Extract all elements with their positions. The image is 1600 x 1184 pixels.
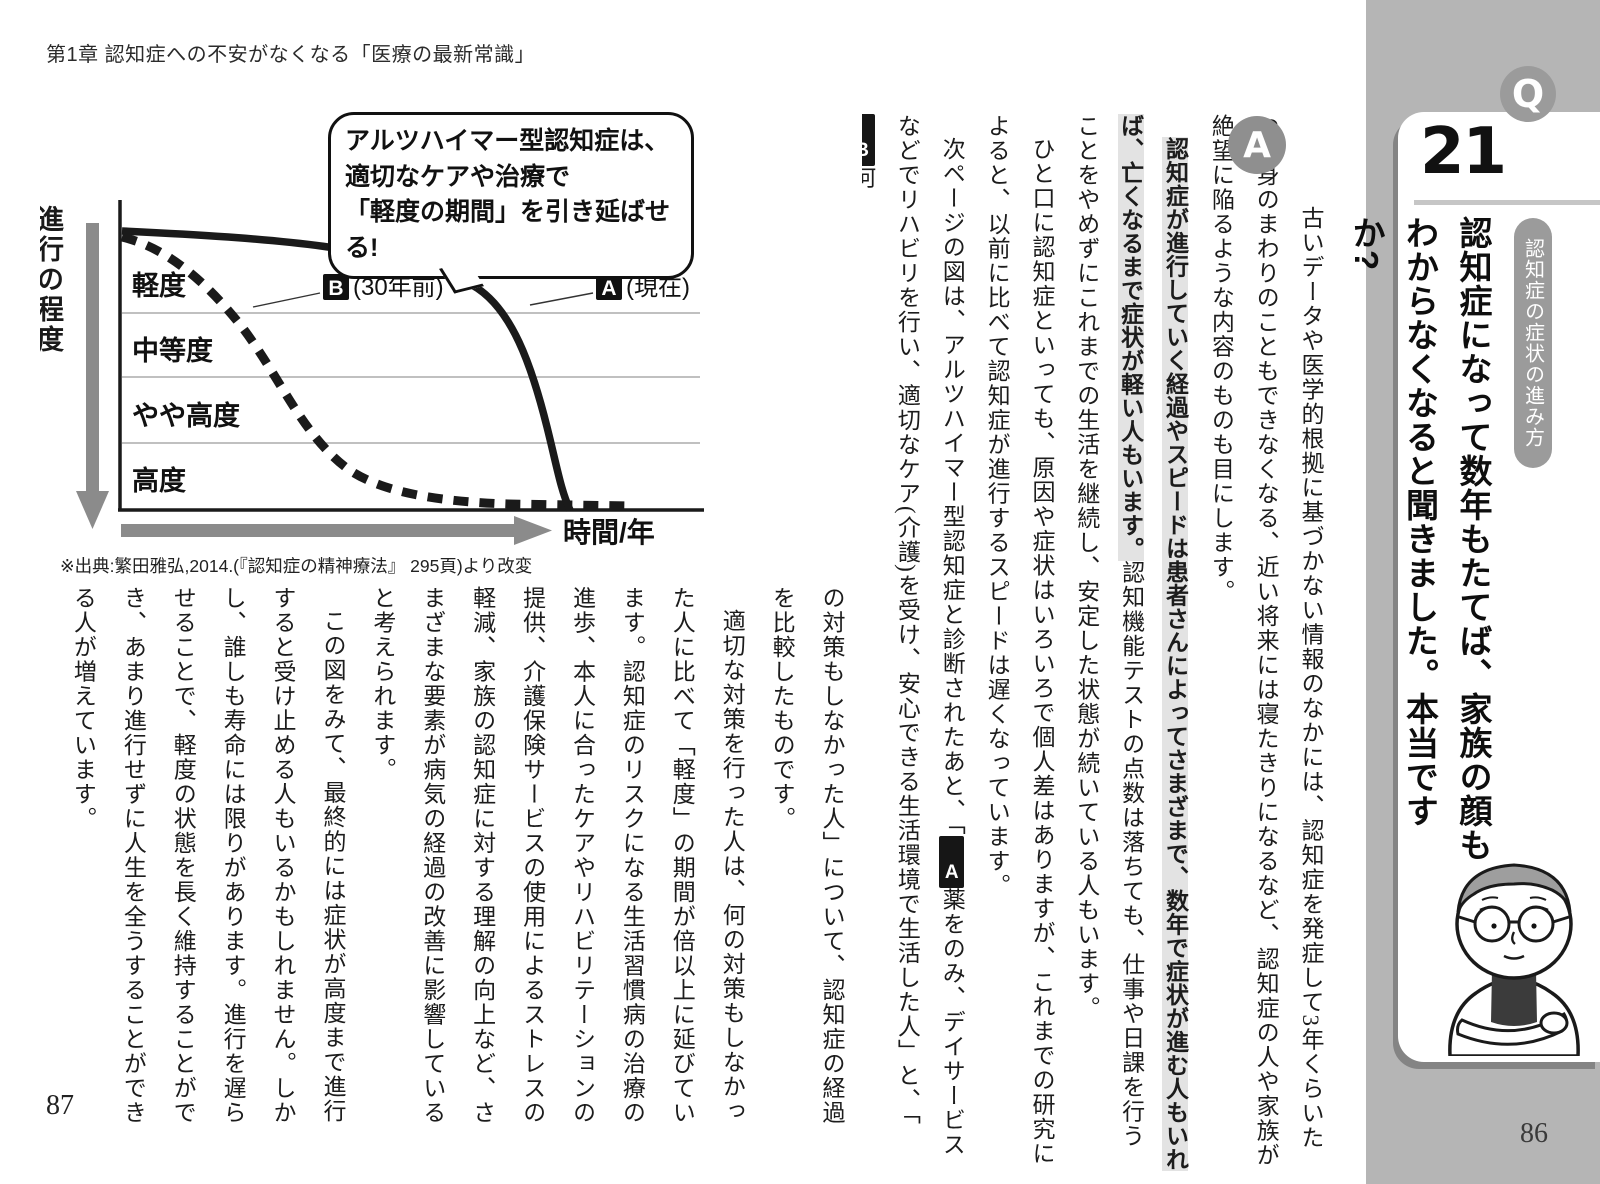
- answer-circle-badge: A: [1228, 116, 1286, 174]
- answer-body-text: 古いデータや医学的根拠に基づかない情報のなかには、認知症を発症して3年くらいたつ…: [862, 114, 1332, 1172]
- callout-line-3: 「軽度の期間」を引き延ばせる!: [345, 198, 671, 262]
- old-man-mouth: [1503, 954, 1525, 960]
- band-label-fairly-severe: やや高度: [132, 400, 240, 431]
- old-man-wrinkle-left: [1481, 896, 1499, 901]
- old-man-glasses-temple-right: [1552, 915, 1570, 924]
- series-a-badge-letter: A: [601, 277, 616, 300]
- question-line-1: 認知症になって数年もたてば、家族の顔も: [1455, 216, 1492, 862]
- series-b-badge-letter: B: [328, 277, 343, 300]
- question-category-pill: 認知症の症状の進み方: [1514, 218, 1552, 468]
- inline-badge-b: B: [862, 114, 875, 166]
- x-axis-arrow-head: [514, 516, 552, 545]
- answer-paragraph-1: 古いデータや医学的根拠に基づかない情報のなかには、認知症を発症して3年くらいたつ…: [1208, 114, 1323, 1168]
- x-axis-arrow-shaft: [121, 524, 514, 537]
- old-man-nose: [1511, 931, 1516, 945]
- series-a-leader-line: [529, 292, 594, 306]
- chart-canvas: 進行の程度 軽度 中等度 やや高度 高度 B (30年前) A (現在) 時間/…: [40, 200, 704, 576]
- chart-source: ※出典:繁田雅弘,2014.(『認知症の精神療法』 295頁)より改変: [60, 556, 532, 576]
- question-number: 21: [1420, 115, 1507, 189]
- curve-a-solid: [121, 227, 574, 512]
- old-man-wrinkle-right: [1529, 896, 1547, 901]
- chart-callout-bubble: アルツハイマー型認知症は、 適切なケアや治療で 「軽度の期間」を引き延ばせる!: [328, 112, 694, 294]
- curve-b-dashed: [120, 232, 631, 511]
- band-label-moderate: 中等度: [132, 335, 213, 366]
- answer-paragraph-2: 認知症が進行していく経過やスピードは患者さんによってさまざまで、数年で症状が進む…: [1063, 114, 1198, 1172]
- chapter-header: 第1章 認知症への不安がなくなる「医療の最新常識」: [46, 44, 536, 66]
- old-man-turtleneck: [1491, 970, 1537, 1026]
- answer-paragraph-4-part2: 薬をのみ、デイサービスなどでリハビリを行い、適切なケア(介護)を受け、安心できる…: [894, 114, 965, 1157]
- left-paragraph-3: この図をみて、最終的には症状が高度まで進行すると受け止める人もいるかもしれません…: [70, 586, 345, 1125]
- old-man-hand: [1539, 1011, 1569, 1035]
- old-man-hair: [1456, 863, 1572, 913]
- y-axis-arrow-head: [76, 491, 109, 529]
- series-b-badge: [323, 274, 349, 300]
- callout-line-1: アルツハイマー型認知症は、: [345, 127, 670, 155]
- series-b-leader-line: [252, 292, 321, 308]
- answer-paragraph-4: 次ページの図は、アルツハイマー型認知症と診断されたあと、「A薬をのみ、デイサービ…: [862, 114, 973, 1172]
- old-man-glasses-right: [1517, 905, 1555, 943]
- band-label-mild: 軽度: [132, 270, 186, 301]
- alzheimers-progression-chart: 進行の程度 軽度 中等度 やや高度 高度 B (30年前) A (現在) 時間/…: [40, 105, 712, 583]
- old-man-eye-left: [1491, 923, 1497, 929]
- answer-paragraph-2-rest: 認知機能テストの点数は落ちても、仕事や日課を行うことをやめずにこれまでの生活を継…: [1073, 114, 1144, 1149]
- y-axis-arrow-shaft: [86, 223, 99, 493]
- left-paragraph-2: 適切な対策を行った人は、何の対策もしなかった人に比べて「軽度」の期間が倍以上に延…: [369, 586, 745, 1125]
- left-paragraph-continued: の対策もしなかった人」について、認知症の経過を比較したものです。: [769, 586, 844, 1125]
- left-page-body-text: の対策もしなかった人」について、認知症の経過を比較したものです。 適切な対策を行…: [44, 586, 856, 1138]
- band-label-severe: 高度: [132, 465, 186, 496]
- question-text: 認知症になって数年もたてば、家族の顔も わからなくなると聞きました。本当ですか?: [1348, 216, 1500, 876]
- series-a-badge: [596, 274, 622, 300]
- y-axis-label: 進行の程度: [40, 205, 65, 355]
- question-line-2: わからなくなると聞きました。本当ですか?: [1348, 216, 1439, 828]
- old-man-glasses-left: [1473, 905, 1511, 943]
- page-number-left: 87: [46, 1090, 74, 1121]
- page-number-right: 86: [1520, 1118, 1548, 1149]
- answer-paragraph-3: ひと口に認知症といっても、原因や症状はいろいろで個人差はありますが、これまでの研…: [984, 114, 1054, 1166]
- old-man-illustration: [1448, 863, 1580, 1056]
- callout-line-2: 適切なケアや治療で: [345, 162, 571, 191]
- answer-paragraph-4-part3: 何: [862, 165, 875, 191]
- old-man-glasses-temple-left: [1458, 915, 1476, 924]
- x-axis-label: 時間/年: [563, 516, 655, 548]
- answer-paragraph-4-part1: 次ページの図は、アルツハイマー型認知症と診断されたあと、「: [939, 137, 965, 836]
- q-circle-badge: Q: [1500, 66, 1556, 122]
- inline-badge-a: A: [939, 836, 965, 888]
- old-man-eye-right: [1531, 923, 1537, 929]
- question-number-rule: [1414, 200, 1600, 205]
